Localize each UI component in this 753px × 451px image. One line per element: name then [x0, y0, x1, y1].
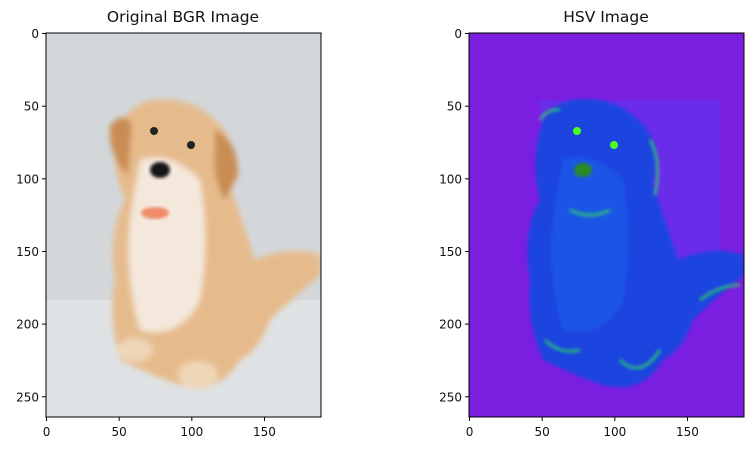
y-tick: 50	[447, 100, 469, 114]
x-tick-label: 100	[180, 425, 203, 439]
x-tick-label: 100	[603, 425, 626, 439]
y-tick: 200	[16, 318, 46, 332]
x-tick: 150	[253, 417, 276, 439]
y-tick: 0	[454, 27, 469, 41]
left-plot-title: Original BGR Image	[106, 8, 260, 26]
y-tick-label: 200	[439, 318, 462, 332]
right-axes-frame	[468, 32, 745, 418]
x-tick: 100	[603, 417, 626, 439]
x-tick-label: 150	[676, 425, 699, 439]
y-tick-label: 150	[16, 245, 39, 259]
x-tick: 0	[466, 417, 474, 439]
x-tick: 0	[43, 417, 51, 439]
x-tick: 50	[112, 417, 127, 439]
y-tick: 200	[439, 318, 469, 332]
y-tick-label: 250	[16, 390, 39, 404]
y-tick: 250	[16, 390, 46, 404]
left-axes-frame	[45, 32, 322, 418]
x-tick-label: 0	[43, 425, 51, 439]
y-tick: 100	[16, 172, 46, 186]
y-tick: 150	[16, 245, 46, 259]
y-tick-label: 0	[31, 27, 39, 41]
y-tick-label: 50	[447, 100, 462, 114]
y-tick: 100	[439, 172, 469, 186]
x-tick: 100	[180, 417, 203, 439]
x-tick-label: 50	[112, 425, 127, 439]
y-tick-label: 250	[439, 390, 462, 404]
x-tick: 150	[676, 417, 699, 439]
y-tick-label: 100	[16, 172, 39, 186]
y-tick: 0	[31, 27, 46, 41]
x-tick: 50	[535, 417, 550, 439]
original-image	[46, 33, 321, 417]
right-plot-title: HSV Image	[563, 8, 649, 26]
y-tick-label: 150	[439, 245, 462, 259]
x-tick-label: 0	[466, 425, 474, 439]
y-tick-label: 100	[439, 172, 462, 186]
y-tick: 150	[439, 245, 469, 259]
y-tick-label: 50	[24, 100, 39, 114]
x-tick-label: 150	[253, 425, 276, 439]
y-tick: 250	[439, 390, 469, 404]
x-tick-label: 50	[535, 425, 550, 439]
y-tick-label: 0	[454, 27, 462, 41]
y-tick-label: 200	[16, 318, 39, 332]
hsv-image	[469, 33, 744, 417]
y-tick: 50	[24, 100, 46, 114]
